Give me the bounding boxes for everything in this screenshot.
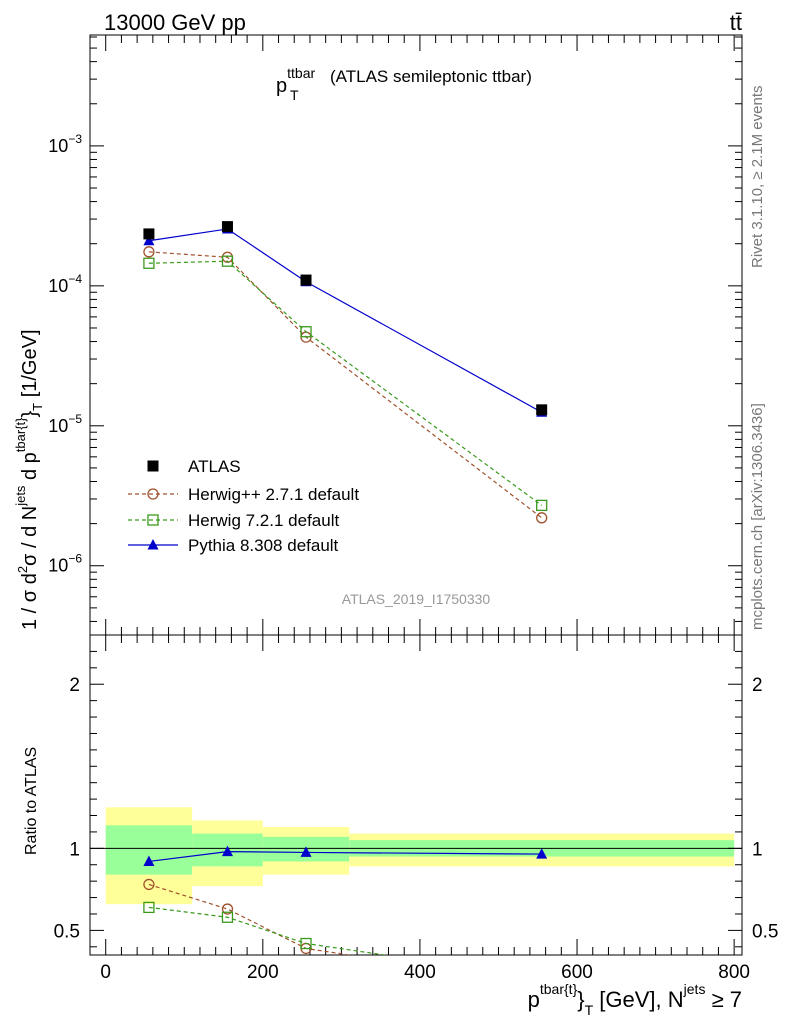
ratio-point-herwig7-2	[300, 937, 312, 950]
mcplots-label: mcplots.cern.ch [arXiv:1306.3436]	[749, 403, 766, 630]
ratio-y-axis-label: Ratio to ATLAS	[23, 747, 40, 855]
ratio-y-tick-label-left-2: 2	[69, 675, 80, 696]
ylabel-part-e: d p	[19, 452, 41, 485]
ylabel-part-a: 1 / σ d	[19, 573, 41, 630]
x-tick-label-0: 0	[100, 962, 111, 983]
x-axis-label: ptbar{t}}T [GeV], Njets ≥ 7	[528, 981, 742, 1018]
analysis-id-label: ATLAS_2019_I1750330	[342, 591, 491, 607]
ratio-line-herwig7	[148, 906, 389, 955]
top-point-herwigpp-3	[536, 512, 548, 524]
ratio-uncertainty-bands	[105, 807, 735, 905]
ratio-band-inner-0	[105, 825, 193, 875]
xlabel-part-e: [GeV], N	[593, 987, 683, 1012]
top-y-axis-label: 1 / σ d2σ / d Njets d ptbar{t}}T [1/GeV]	[13, 329, 45, 630]
legend-label-herwigpp: Herwig++ 2.7.1 default	[188, 485, 359, 504]
legend-marker-herwig7	[147, 514, 159, 526]
top-y-tick-label-base: 10	[48, 416, 68, 436]
header-energy-label: 13000 GeV pp	[104, 10, 246, 35]
top-y-tick-label-2: 10−4	[48, 272, 82, 296]
ratio-y-tick-label-left-0: 0.5	[54, 921, 80, 942]
ratio-y-tick-label-right-2: 2	[752, 675, 763, 696]
legend-marker-data	[147, 460, 159, 472]
legend-marker-pythia	[147, 539, 159, 550]
ratio-point-herwig7-1	[221, 911, 234, 923]
top-line-herwigpp	[148, 251, 543, 519]
top-point-herwig7-3	[536, 499, 548, 512]
ratio-point-pythia-3	[536, 848, 548, 859]
xlabel-part-d: T	[585, 1002, 594, 1018]
top-point-data-2	[300, 274, 312, 286]
ratio-point-pythia-2	[300, 846, 312, 857]
legend-label-herwig7: Herwig 7.2.1 default	[188, 511, 339, 530]
top-y-tick-label-exp: −4	[68, 272, 82, 286]
top-point-data-0	[143, 228, 155, 240]
plot-title-sub: T	[290, 87, 299, 103]
top-y-axis: 10−610−510−410−3	[48, 36, 742, 622]
top-y-tick-label-1: 10−5	[48, 412, 82, 436]
x-tick-label-2: 400	[404, 962, 436, 983]
ylabel-part-h: T	[30, 403, 45, 411]
ratio-point-herwig7-0	[143, 901, 155, 914]
top-point-herwig7-1	[221, 255, 234, 267]
xlabel-part-a: p	[528, 987, 540, 1012]
plot-title-p: p	[276, 75, 287, 97]
legend: ATLAS Herwig++ 2.7.1 default Herwig 7.2.1 …	[128, 457, 359, 555]
ylabel-part-b: 2	[15, 566, 30, 573]
top-point-herwig7-0	[143, 257, 155, 269]
top-y-tick-label-base: 10	[48, 556, 68, 576]
ratio-y-tick-label-right-1: 1	[752, 839, 763, 860]
xlabel-part-f: jets	[683, 981, 706, 997]
top-y-tick-label-3: 10−3	[48, 132, 82, 156]
xlabel-part-g: ≥ 7	[705, 987, 742, 1012]
top-point-herwig7-2	[300, 326, 312, 338]
top-y-tick-label-base: 10	[48, 276, 68, 296]
plot-title-sup: ttbar	[287, 65, 315, 81]
legend-label-data: ATLAS	[188, 457, 241, 476]
top-point-pythia-0	[143, 234, 155, 246]
ylabel-part-f: tbar{t}	[13, 417, 28, 452]
x-axis: 0 200 400 600 800	[100, 35, 750, 983]
x-tick-label-4: 800	[718, 962, 750, 983]
top-y-tick-label-0: 10−6	[48, 552, 82, 576]
x-tick-label-3: 600	[561, 962, 593, 983]
top-line-herwig7	[148, 260, 543, 506]
ratio-point-herwigpp-1	[221, 903, 234, 915]
top-y-tick-label-base: 10	[48, 136, 68, 156]
ratio-clipped-group	[143, 845, 548, 955]
ylabel-part-d: jets	[13, 485, 28, 507]
ylabel-part-c: σ / d N	[19, 506, 41, 566]
top-y-tick-label-exp: −6	[68, 552, 82, 566]
rivet-version-label: Rivet 3.1.10, ≥ 2.1M events	[749, 86, 766, 269]
ratio-line-pythia	[148, 851, 542, 863]
ratio-point-pythia-0	[143, 855, 155, 866]
ylabel-part-i: [1/GeV]	[19, 329, 41, 402]
top-point-data-1	[221, 221, 233, 233]
top-y-tick-label-exp: −5	[68, 412, 82, 426]
legend-marker-herwigpp	[147, 488, 159, 500]
ratio-point-pythia-1	[221, 845, 233, 857]
top-point-data-3	[536, 404, 548, 416]
x-tick-label-1: 200	[247, 962, 279, 983]
xlabel-part-c: }	[577, 987, 584, 1012]
top-series-group	[143, 221, 548, 524]
ratio-y-axis: 0.5 0.5 1 1 2 2	[54, 634, 778, 948]
top-point-herwigpp-0	[143, 246, 155, 258]
ylabel-part-g: }	[19, 411, 41, 418]
plot-title-rest: (ATLAS semileptonic ttbar)	[330, 67, 532, 86]
ratio-y-tick-label-left-1: 1	[69, 839, 80, 860]
ratio-series-group	[143, 845, 548, 955]
ratio-line-herwigpp	[148, 883, 353, 955]
plot-title: pttbar	[276, 65, 315, 97]
ratio-y-tick-label-right-0: 0.5	[752, 921, 778, 942]
legend-label-pythia: Pythia 8.308 default	[188, 536, 339, 555]
xlabel-part-b: tbar{t}	[540, 981, 578, 997]
top-line-pythia	[148, 228, 542, 413]
header-process-label: tt̄	[730, 10, 742, 35]
top-y-tick-label-exp: −3	[68, 132, 82, 146]
ratio-panel-frame	[89, 634, 743, 956]
ratio-point-herwigpp-0	[143, 878, 155, 891]
